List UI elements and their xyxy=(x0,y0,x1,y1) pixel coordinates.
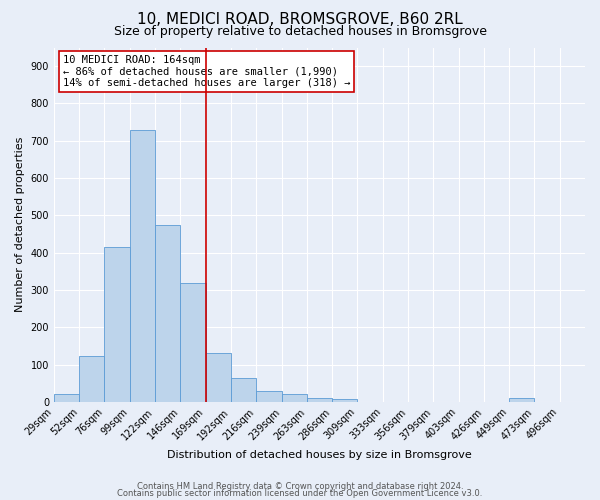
Bar xyxy=(79,356,104,402)
Text: Contains public sector information licensed under the Open Government Licence v3: Contains public sector information licen… xyxy=(118,489,482,498)
Bar xyxy=(231,378,256,402)
Bar xyxy=(256,392,281,402)
Bar xyxy=(104,248,130,402)
X-axis label: Distribution of detached houses by size in Bromsgrove: Distribution of detached houses by size … xyxy=(167,450,472,460)
Y-axis label: Number of detached properties: Number of detached properties xyxy=(15,137,25,312)
Bar xyxy=(509,398,535,402)
Text: Contains HM Land Registry data © Crown copyright and database right 2024.: Contains HM Land Registry data © Crown c… xyxy=(137,482,463,491)
Bar xyxy=(281,394,307,402)
Text: Size of property relative to detached houses in Bromsgrove: Size of property relative to detached ho… xyxy=(113,25,487,38)
Bar xyxy=(181,284,206,402)
Bar xyxy=(155,224,181,402)
Bar xyxy=(130,130,155,402)
Bar xyxy=(206,354,231,402)
Text: 10 MEDICI ROAD: 164sqm
← 86% of detached houses are smaller (1,990)
14% of semi-: 10 MEDICI ROAD: 164sqm ← 86% of detached… xyxy=(63,55,350,88)
Bar xyxy=(307,398,332,402)
Text: 10, MEDICI ROAD, BROMSGROVE, B60 2RL: 10, MEDICI ROAD, BROMSGROVE, B60 2RL xyxy=(137,12,463,28)
Bar xyxy=(54,394,79,402)
Bar xyxy=(332,399,358,402)
